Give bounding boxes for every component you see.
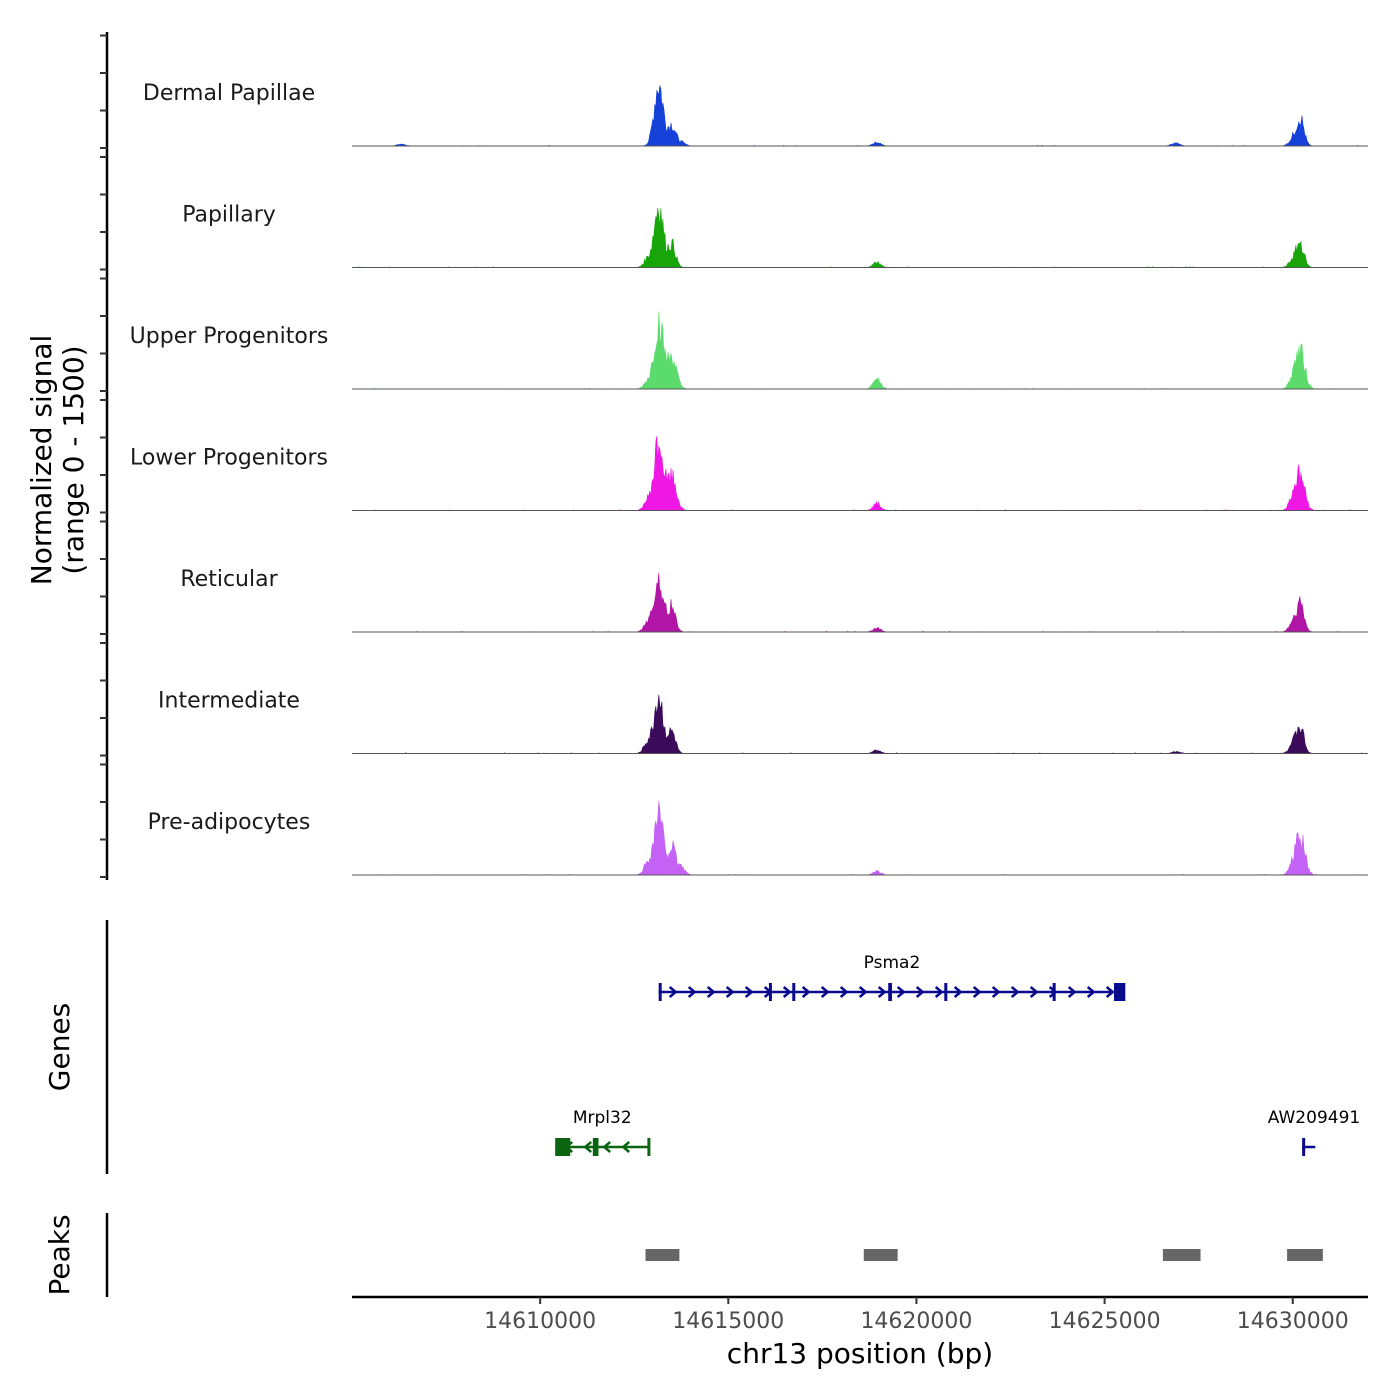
- signal-area: [352, 800, 1368, 876]
- strand-arrow: [972, 986, 982, 998]
- strand-arrow: [839, 986, 849, 998]
- strand-arrow: [687, 986, 697, 998]
- track-label: Dermal Papillae: [143, 81, 315, 106]
- track-pre-adipocytes: Pre-adipocytes: [148, 800, 1368, 876]
- strand-arrow: [991, 986, 1001, 998]
- exon: [768, 983, 772, 1001]
- peak-region: [1287, 1249, 1323, 1261]
- strand-arrow: [801, 986, 811, 998]
- track-label: Intermediate: [158, 689, 300, 714]
- exon: [592, 1138, 599, 1156]
- exon: [1114, 983, 1126, 1001]
- y-axis-title-line2: (range 0 - 1500): [57, 345, 90, 574]
- exon: [1052, 983, 1056, 1001]
- strand-arrow: [1029, 986, 1039, 998]
- strand-arrow: [744, 986, 754, 998]
- track-intermediate: Intermediate: [158, 689, 1368, 754]
- strand-arrow: [953, 986, 963, 998]
- strand-arrow: [915, 986, 925, 998]
- track-dermal-papillae: Dermal Papillae: [143, 81, 1368, 147]
- exon: [647, 1138, 651, 1156]
- track-papillary: Papillary: [182, 203, 1368, 268]
- track-lower-progenitors: Lower Progenitors: [130, 436, 1368, 511]
- gene-label: AW209491: [1268, 1108, 1360, 1128]
- signal-area: [352, 436, 1368, 511]
- x-tick-label: 14610000: [484, 1309, 596, 1334]
- gene-label: Psma2: [864, 953, 921, 973]
- signal-area: [352, 694, 1368, 754]
- strand-arrow: [877, 986, 887, 998]
- exon: [792, 983, 796, 1001]
- track-label: Reticular: [180, 567, 278, 592]
- exon: [1302, 1138, 1306, 1156]
- signal-area: [352, 85, 1368, 147]
- x-tick-label: 14630000: [1237, 1309, 1349, 1334]
- peaks-track-label: Peaks: [43, 1214, 76, 1295]
- coverage-tracks: Dermal Papillae Papillary Upper Progenitor…: [130, 81, 1368, 876]
- track-reticular: Reticular: [180, 567, 1368, 633]
- signal-area: [352, 311, 1368, 390]
- peak-region: [863, 1249, 898, 1261]
- x-tick-label: 14625000: [1049, 1309, 1161, 1334]
- gene-aw209491: AW209491: [1268, 1108, 1360, 1156]
- gene-mrpl32: Mrpl32: [555, 1108, 651, 1156]
- genes-track: Psma2 Mrpl32 AW209491: [105, 920, 1360, 1174]
- strand-arrow: [782, 986, 792, 998]
- strand-arrow: [602, 1141, 612, 1153]
- peak-region: [645, 1249, 680, 1261]
- exon: [555, 1138, 571, 1156]
- track-label: Lower Progenitors: [130, 446, 328, 471]
- genes-track-label: Genes: [43, 1003, 76, 1091]
- strand-arrow: [706, 986, 716, 998]
- signal-area: [352, 572, 1368, 633]
- signal-area: [352, 207, 1368, 268]
- exon: [888, 983, 892, 1001]
- strand-arrow: [820, 986, 830, 998]
- x-axis-title: chr13 position (bp): [727, 1337, 993, 1370]
- strand-arrow: [1010, 986, 1020, 998]
- strand-arrow: [668, 986, 678, 998]
- strand-arrow: [934, 986, 944, 998]
- y-axis-title-line1: Normalized signal: [25, 335, 58, 586]
- x-tick-label: 14615000: [672, 1309, 784, 1334]
- x-tick-label: 14620000: [860, 1309, 972, 1334]
- track-label: Upper Progenitors: [130, 324, 329, 349]
- strand-arrow: [1048, 986, 1058, 998]
- track-label: Papillary: [182, 203, 276, 228]
- track-upper-progenitors: Upper Progenitors: [130, 311, 1368, 390]
- peaks-track: [105, 1213, 1323, 1297]
- strand-arrow: [858, 986, 868, 998]
- strand-arrow: [583, 1141, 593, 1153]
- exon: [944, 983, 948, 1001]
- exon: [658, 983, 662, 1001]
- peak-region: [1162, 1249, 1201, 1261]
- strand-arrow: [725, 986, 735, 998]
- signal-y-axis: [100, 32, 109, 880]
- track-label: Pre-adipocytes: [148, 810, 311, 835]
- strand-arrow: [1086, 986, 1096, 998]
- strand-arrow: [896, 986, 906, 998]
- gene-psma2: Psma2: [658, 953, 1126, 1001]
- x-axis: 14610000 14615000 14620000 14625000 14630000: [352, 1295, 1368, 1334]
- strand-arrow: [1105, 986, 1115, 998]
- strand-arrow: [621, 1141, 631, 1153]
- strand-arrow: [1067, 986, 1077, 998]
- gene-label: Mrpl32: [573, 1108, 632, 1128]
